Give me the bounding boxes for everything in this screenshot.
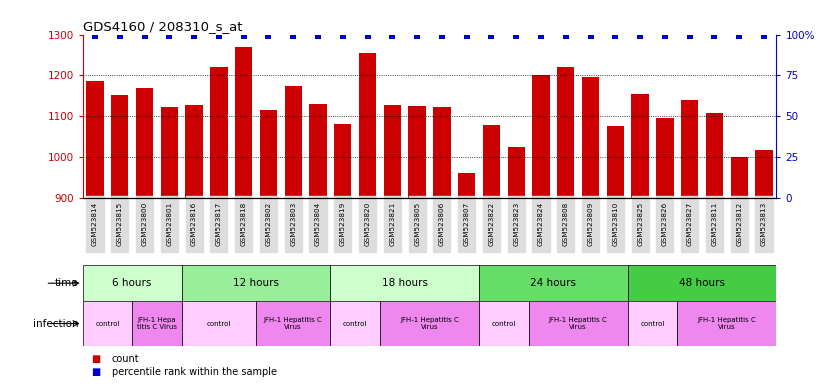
Text: 24 hours: 24 hours xyxy=(530,278,577,288)
Bar xyxy=(330,265,479,301)
Point xyxy=(733,33,746,39)
Bar xyxy=(628,301,677,346)
Point xyxy=(683,33,696,39)
Text: 6 hours: 6 hours xyxy=(112,278,152,288)
Point xyxy=(609,33,622,39)
Bar xyxy=(309,104,327,198)
Bar xyxy=(677,301,776,346)
Text: 18 hours: 18 hours xyxy=(382,278,428,288)
Bar xyxy=(380,301,479,346)
Text: time: time xyxy=(55,278,78,288)
Bar xyxy=(705,113,723,198)
Point xyxy=(757,33,771,39)
Bar xyxy=(532,75,549,198)
Bar xyxy=(479,265,628,301)
Bar xyxy=(755,150,772,198)
Bar xyxy=(529,301,628,346)
Point xyxy=(287,33,300,39)
Bar xyxy=(256,301,330,346)
Bar xyxy=(182,301,256,346)
Bar xyxy=(582,78,599,198)
Text: ■: ■ xyxy=(91,354,100,364)
Bar xyxy=(186,105,203,198)
Bar xyxy=(87,81,104,198)
Bar xyxy=(383,105,401,198)
Text: GDS4160 / 208310_s_at: GDS4160 / 208310_s_at xyxy=(83,20,242,33)
Point xyxy=(584,33,597,39)
Bar xyxy=(132,301,182,346)
Bar xyxy=(730,157,748,198)
Text: JFH-1 Hepatitis C
Virus: JFH-1 Hepatitis C Virus xyxy=(548,317,608,330)
Bar xyxy=(182,265,330,301)
Point xyxy=(634,33,647,39)
Text: JFH-1 Hepatitis C
Virus: JFH-1 Hepatitis C Virus xyxy=(263,317,323,330)
Bar xyxy=(482,125,500,198)
Bar xyxy=(408,106,426,198)
Bar xyxy=(507,147,525,198)
Point xyxy=(188,33,201,39)
Text: infection: infection xyxy=(33,318,78,329)
Bar xyxy=(334,124,352,198)
Bar xyxy=(358,53,376,198)
Text: control: control xyxy=(95,321,120,326)
Bar xyxy=(161,107,178,198)
Text: JFH-1 Hepatitis C
Virus: JFH-1 Hepatitis C Virus xyxy=(400,317,459,330)
Bar xyxy=(557,67,575,198)
Point xyxy=(212,33,225,39)
Point xyxy=(485,33,498,39)
Point xyxy=(708,33,721,39)
Bar xyxy=(681,100,698,198)
Text: 48 hours: 48 hours xyxy=(679,278,725,288)
Point xyxy=(460,33,473,39)
Point xyxy=(336,33,349,39)
Text: percentile rank within the sample: percentile rank within the sample xyxy=(112,367,277,377)
Point xyxy=(386,33,399,39)
Point xyxy=(510,33,523,39)
Point xyxy=(534,33,548,39)
Bar xyxy=(235,47,253,198)
Point xyxy=(163,33,176,39)
Point xyxy=(237,33,250,39)
Text: JFH-1 Hepa
titis C Virus: JFH-1 Hepa titis C Virus xyxy=(137,317,177,330)
Text: control: control xyxy=(491,321,516,326)
Text: ■: ■ xyxy=(91,367,100,377)
Bar xyxy=(112,95,129,198)
Point xyxy=(411,33,424,39)
Bar xyxy=(259,110,278,198)
Bar xyxy=(83,301,132,346)
Bar xyxy=(330,301,380,346)
Point xyxy=(88,33,102,39)
Text: control: control xyxy=(206,321,231,326)
Bar xyxy=(284,86,302,198)
Text: JFH-1 Hepatitis C
Virus: JFH-1 Hepatitis C Virus xyxy=(697,317,757,330)
Bar xyxy=(628,265,776,301)
Text: control: control xyxy=(343,321,368,326)
Point xyxy=(113,33,126,39)
Bar xyxy=(433,107,450,198)
Point xyxy=(559,33,572,39)
Text: 12 hours: 12 hours xyxy=(233,278,279,288)
Point xyxy=(311,33,325,39)
Bar xyxy=(631,94,648,198)
Point xyxy=(262,33,275,39)
Bar xyxy=(458,173,476,198)
Bar xyxy=(210,67,228,198)
Text: count: count xyxy=(112,354,139,364)
Bar xyxy=(656,118,673,198)
Text: control: control xyxy=(640,321,665,326)
Point xyxy=(658,33,672,39)
Bar xyxy=(135,88,154,198)
Point xyxy=(138,33,151,39)
Point xyxy=(435,33,449,39)
Point xyxy=(361,33,374,39)
Bar xyxy=(606,126,624,198)
Bar xyxy=(479,301,529,346)
Bar xyxy=(83,265,182,301)
